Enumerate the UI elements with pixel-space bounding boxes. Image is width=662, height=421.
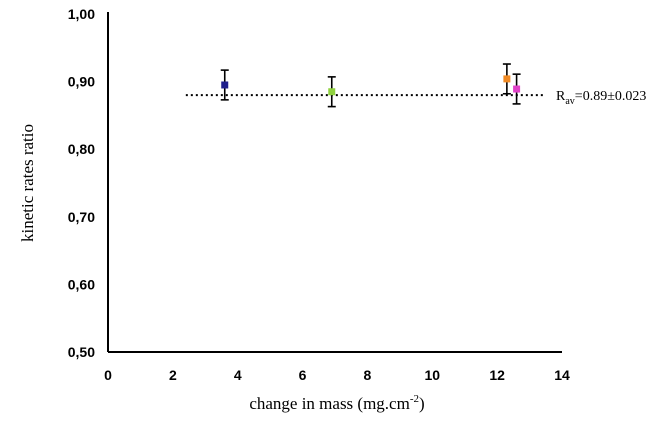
data-point — [328, 88, 336, 96]
x-axis-title-superscript: -2 — [410, 393, 419, 405]
axes — [107, 12, 562, 353]
y-tick-label: 0,70 — [68, 209, 95, 225]
y-tick-label: 0,80 — [68, 141, 95, 157]
annotation-prefix: R — [556, 89, 566, 104]
x-tick-label: 14 — [554, 367, 570, 383]
x-tick-label: 8 — [364, 367, 372, 383]
data-point-group — [512, 73, 521, 105]
x-tick-label: 0 — [104, 367, 112, 383]
x-tick-labels: 0 2 4 6 8 10 12 14 — [104, 367, 570, 383]
y-tick-label: 0,50 — [68, 344, 95, 360]
x-tick-label: 10 — [424, 367, 440, 383]
x-tick-label: 2 — [169, 367, 177, 383]
annotation-value: =0.89±0.023 — [575, 89, 647, 104]
data-point-group — [327, 76, 336, 108]
y-axis-title: kinetic rates ratio — [18, 124, 37, 242]
x-tick-label: 12 — [489, 367, 505, 383]
average-annotation: Rav=0.89±0.023 — [556, 89, 646, 107]
data-point-group — [502, 63, 511, 95]
data-points — [220, 63, 521, 108]
data-point — [221, 81, 229, 89]
y-tick-labels: 0,50 0,60 0,70 0,80 0,90 1,00 — [68, 6, 95, 360]
data-point — [513, 85, 521, 93]
y-tick-label: 0,90 — [68, 74, 95, 90]
x-axis-title-suffix: ) — [419, 394, 425, 413]
x-axis-title: change in mass (mg.cm-2) — [249, 393, 424, 413]
data-point — [503, 75, 511, 83]
x-tick-label: 6 — [299, 367, 307, 383]
y-tick-label: 0,60 — [68, 276, 95, 292]
x-axis-title-main: change in mass (mg.cm — [249, 394, 410, 413]
data-point-group — [220, 69, 229, 101]
x-tick-label: 4 — [234, 367, 242, 383]
annotation-subscript: av — [565, 96, 574, 107]
y-tick-label: 1,00 — [68, 6, 95, 22]
